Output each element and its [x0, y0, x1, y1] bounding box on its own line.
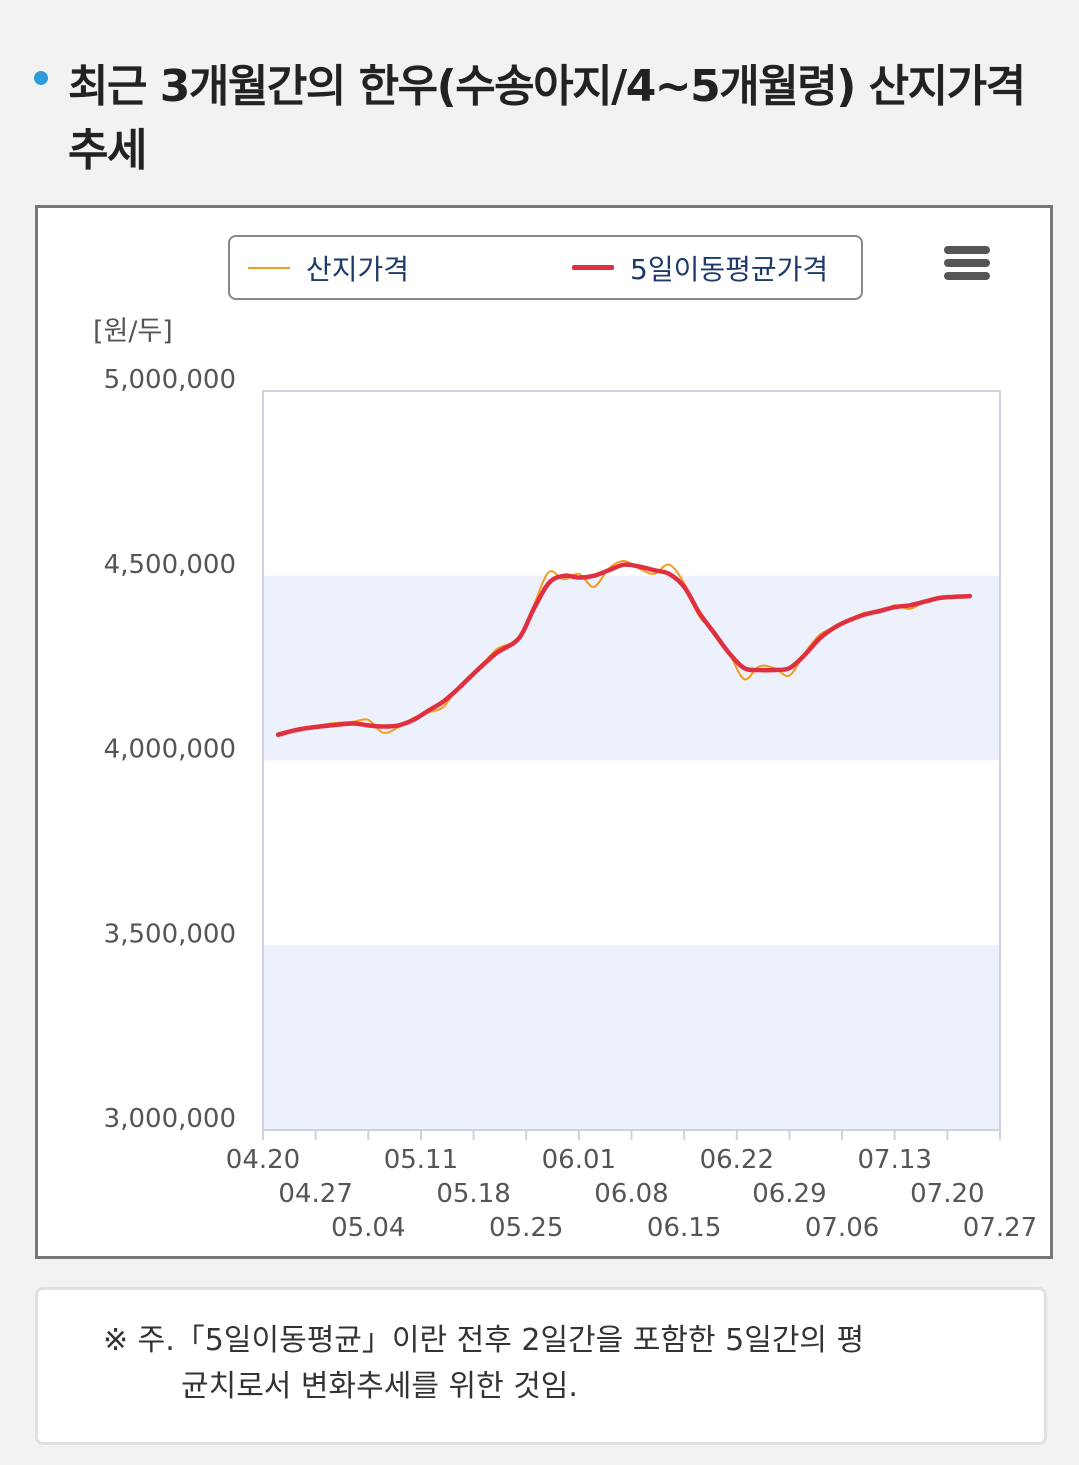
bullet-icon: [34, 71, 48, 85]
legend-swatch-raw: [248, 266, 290, 269]
y-tick-label: 4,500,000: [104, 550, 236, 580]
title-area: 최근 3개월간의 한우(수송아지/4~5개월령) 산지가격 추세: [30, 55, 1050, 183]
x-tick-label: 07.27: [963, 1213, 1037, 1243]
legend-label-raw: 산지가격: [306, 252, 410, 286]
note-box: ※ 주.「5일이동평균」이란 전후 2일간을 포함한 5일간의 평 균치로서 변…: [35, 1287, 1047, 1445]
x-tick-label: 05.04: [331, 1213, 405, 1243]
plot-band: [263, 575, 1000, 761]
note-text: ※ 주.「5일이동평균」이란 전후 2일간을 포함한 5일간의 평 균치로서 변…: [103, 1318, 1003, 1410]
x-tick-label: 04.20: [226, 1145, 300, 1175]
chart-plot: [원/두] 5,000,000 4,500,000 4,000,000 3,500,00…: [93, 316, 1037, 1243]
chart-legend: 산지가격 5일이동평균가격: [228, 235, 863, 300]
legend-item-raw[interactable]: 산지가격: [248, 237, 409, 298]
x-tick-label: 06.29: [752, 1179, 826, 1209]
chart-container: 산지가격 5일이동평균가격 [원/두] 5,000,000 4,500,000 4,0…: [35, 205, 1053, 1259]
plot-band: [263, 945, 1000, 1130]
x-tick-label: 06.08: [594, 1179, 668, 1209]
y-tick-label: 3,000,000: [104, 1104, 236, 1134]
x-tick-label: 06.22: [700, 1145, 774, 1175]
y-tick-label: 4,000,000: [104, 735, 236, 765]
y-tick-label: 5,000,000: [104, 365, 236, 395]
legend-item-avg[interactable]: 5일이동평균가격: [572, 237, 828, 298]
x-tick-label: 06.15: [647, 1213, 721, 1243]
note-line-1: ※ 주.「5일이동평균」이란 전후 2일간을 포함한 5일간의 평: [103, 1323, 865, 1358]
legend-swatch-avg: [572, 265, 614, 270]
page-title: 최근 3개월간의 한우(수송아지/4~5개월령) 산지가격 추세: [68, 61, 1026, 176]
y-tick-label: 3,500,000: [104, 919, 236, 949]
x-tick-label: 04.27: [278, 1179, 352, 1209]
x-tick-label: 05.18: [436, 1179, 510, 1209]
note-line-2: 균치로서 변화추세를 위한 것임.: [181, 1369, 578, 1404]
series-line-avg: [275, 562, 973, 737]
x-tick-label: 06.01: [542, 1145, 616, 1175]
x-tick-label: 05.11: [384, 1145, 458, 1175]
x-tick-label: 05.25: [489, 1213, 563, 1243]
y-unit-label: [원/두]: [93, 316, 173, 347]
x-tick-label: 07.06: [805, 1213, 879, 1243]
x-tick-label: 07.13: [857, 1145, 931, 1175]
hamburger-menu-icon[interactable]: [944, 246, 990, 286]
x-tick-label: 07.20: [910, 1179, 984, 1209]
legend-label-avg: 5일이동평균가격: [630, 252, 829, 286]
